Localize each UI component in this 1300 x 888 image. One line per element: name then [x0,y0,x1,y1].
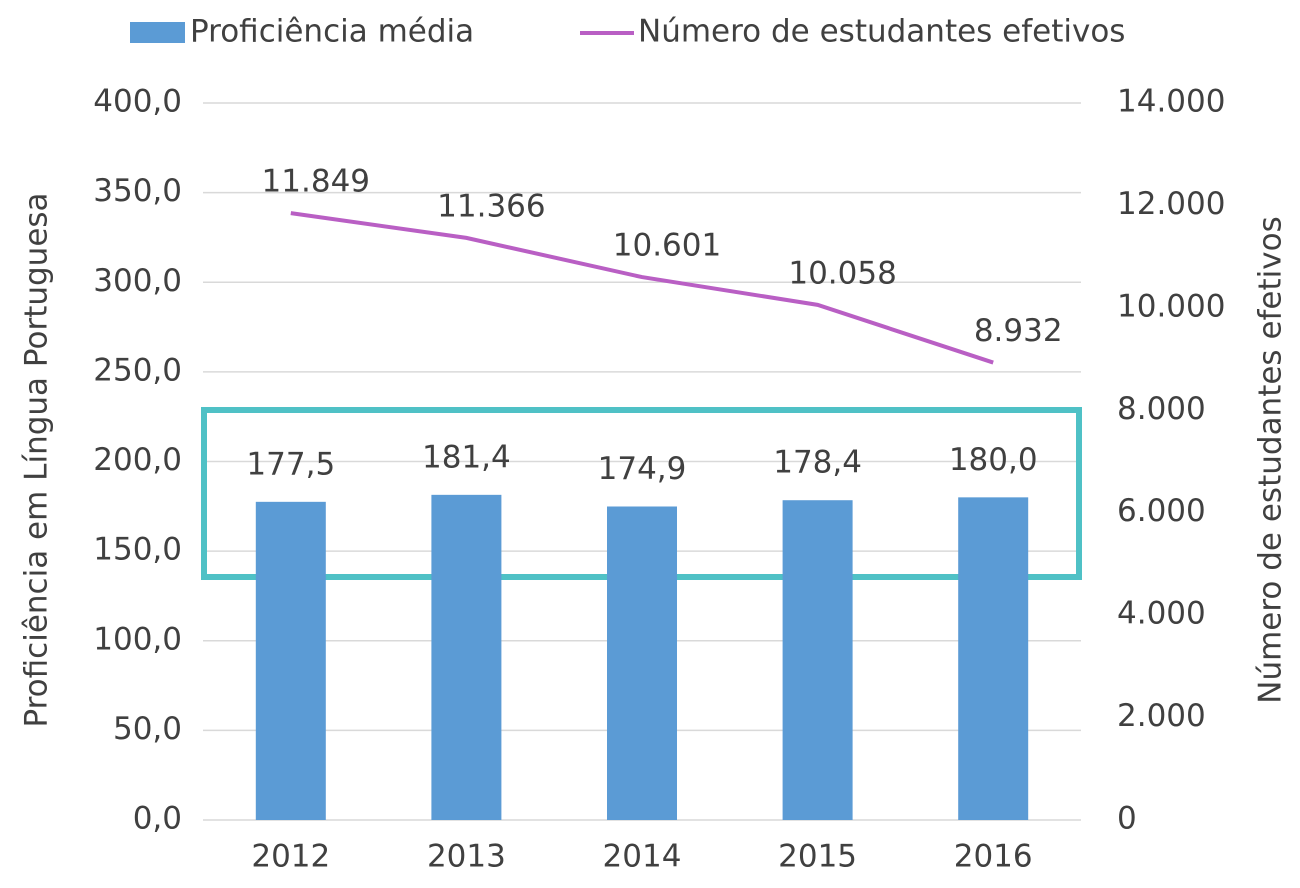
y-tick-label: 350,0 [93,173,182,209]
y-tick-label: 300,0 [93,263,182,299]
legend-swatch [130,22,185,43]
bar [958,497,1029,820]
bar-value-label: 177,5 [246,446,335,482]
x-tick-label: 2015 [778,839,857,875]
line [290,211,994,365]
y-axis-title: Proficiência em Língua Portuguesa [19,192,55,727]
y-tick-label: 250,0 [93,352,182,388]
x-tick-label: 2014 [603,839,682,875]
y2-tick-label: 8.000 [1117,391,1206,427]
y-tick-label: 50,0 [113,711,182,747]
x-tick-label: 2013 [427,839,506,875]
y2-tick-label: 10.000 [1117,288,1225,324]
bar [255,501,326,820]
legend-label: Número de estudantes efetivos [638,14,1125,50]
line-value-label: 10.601 [613,228,721,264]
y2-tick-label: 6.000 [1117,493,1206,529]
y-tick-label: 150,0 [93,532,182,568]
y2-tick-label: 14.000 [1117,84,1225,120]
line-value-label: 10.058 [788,255,896,291]
y2-tick-label: 2.000 [1117,698,1206,734]
bar-value-label: 178,4 [773,445,862,481]
legend-label: Proficiência média [190,14,474,50]
x-tick-label: 2012 [251,839,330,875]
bar-value-label: 180,0 [949,442,1038,478]
bar [431,494,502,820]
bar [607,506,677,820]
line-value-label: 8.932 [974,313,1063,349]
line-value-label: 11.366 [437,188,545,224]
y-tick-label: 100,0 [93,621,182,657]
line-value-label: 11.849 [262,164,370,200]
bar [782,500,853,820]
y2-tick-label: 0 [1117,801,1137,837]
y-tick-label: 0,0 [133,801,182,837]
y2-axis-title: Número de estudantes efetivos [1253,216,1289,703]
y-tick-label: 200,0 [93,442,182,478]
y2-tick-label: 4.000 [1117,596,1206,632]
y-tick-label: 400,0 [93,84,182,120]
bar-value-label: 181,4 [422,439,511,475]
bar-value-label: 174,9 [598,451,687,487]
x-tick-label: 2016 [954,839,1033,875]
y2-tick-label: 12.000 [1117,186,1225,222]
